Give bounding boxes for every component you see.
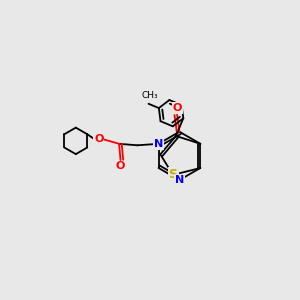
Text: S: S [169, 168, 178, 182]
Text: O: O [172, 103, 182, 113]
Text: N: N [175, 175, 184, 185]
Text: CH₃: CH₃ [141, 91, 158, 100]
Text: O: O [116, 161, 125, 172]
Text: N: N [154, 139, 163, 149]
Text: O: O [94, 134, 104, 143]
